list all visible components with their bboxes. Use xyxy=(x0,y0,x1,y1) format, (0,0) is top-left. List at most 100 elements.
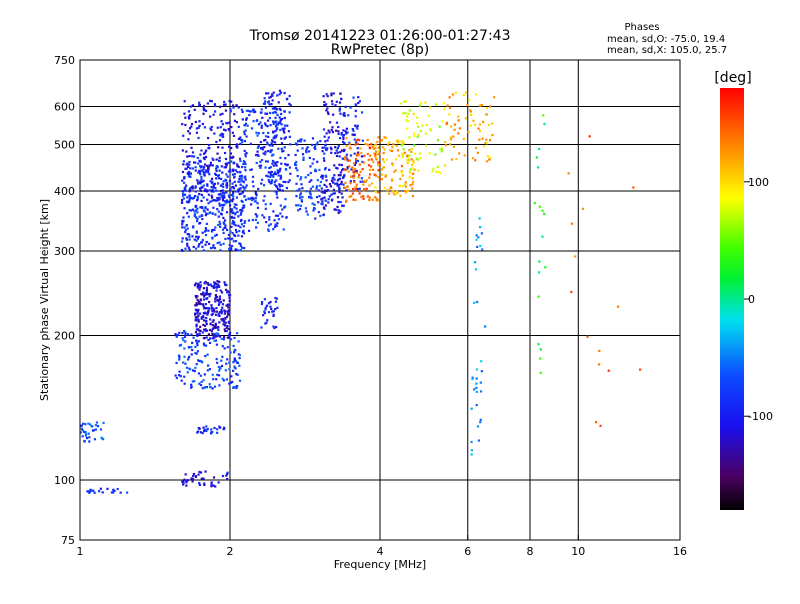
scatter-point xyxy=(482,145,486,148)
scatter-point xyxy=(352,198,355,201)
scatter-point xyxy=(200,149,203,152)
scatter-point xyxy=(283,206,286,209)
scatter-point xyxy=(331,181,335,184)
scatter-point xyxy=(229,108,232,111)
scatter-point xyxy=(488,158,491,161)
scatter-point xyxy=(207,283,210,287)
scatter-point xyxy=(206,164,209,167)
scatter-point xyxy=(333,208,336,211)
scatter-point xyxy=(178,344,181,347)
scatter-point xyxy=(209,292,212,295)
scatter-point xyxy=(214,282,217,285)
scatter-point xyxy=(362,195,365,198)
scatter-point xyxy=(538,260,541,263)
scatter-point xyxy=(213,310,216,313)
scatter-point xyxy=(208,295,211,298)
scatter-point xyxy=(209,318,212,321)
scatter-point xyxy=(302,158,305,162)
scatter-point xyxy=(201,303,205,306)
scatter-point xyxy=(218,302,221,305)
scatter-point xyxy=(193,210,196,213)
scatter-point xyxy=(221,203,224,207)
scatter-point xyxy=(330,193,333,196)
scatter-point xyxy=(210,284,213,288)
scatter-point xyxy=(222,103,226,106)
scatter-point xyxy=(268,180,271,183)
scatter-point xyxy=(231,156,234,160)
scatter-point xyxy=(250,203,253,206)
scatter-point xyxy=(187,355,191,359)
scatter-point xyxy=(394,158,397,161)
scatter-point xyxy=(405,127,409,130)
scatter-point xyxy=(223,166,226,169)
scatter-point xyxy=(319,180,322,184)
scatter-point xyxy=(220,195,223,198)
scatter-point xyxy=(374,153,377,156)
scatter-point xyxy=(457,119,460,122)
scatter-point xyxy=(320,187,323,190)
scatter-point xyxy=(448,113,451,116)
scatter-point xyxy=(376,140,379,144)
scatter-point xyxy=(236,163,239,166)
scatter-point xyxy=(212,198,215,202)
scatter-point xyxy=(411,177,414,180)
scatter-point xyxy=(332,188,336,192)
scatter-point xyxy=(221,209,224,212)
scatter-point xyxy=(175,334,178,337)
scatter-point xyxy=(201,387,204,390)
scatter-point xyxy=(196,303,199,306)
scatter-point xyxy=(274,130,277,133)
scatter-point xyxy=(202,319,206,322)
scatter-point xyxy=(218,321,221,324)
scatter-point xyxy=(632,186,635,189)
scatter-point xyxy=(441,120,444,123)
scatter-point xyxy=(274,125,278,128)
scatter-point xyxy=(216,280,219,283)
scatter-point xyxy=(338,109,341,112)
scatter-point xyxy=(185,238,189,241)
scatter-point xyxy=(208,300,211,304)
scatter-point xyxy=(489,105,492,108)
scatter-point xyxy=(401,184,405,188)
scatter-point xyxy=(435,103,438,106)
scatter-point xyxy=(438,125,441,128)
x-tick-label: 6 xyxy=(464,545,471,558)
scatter-point xyxy=(354,187,357,190)
scatter-point xyxy=(372,147,375,150)
scatter-point xyxy=(487,123,491,127)
scatter-point xyxy=(254,213,257,216)
scatter-point xyxy=(374,155,377,158)
scatter-point xyxy=(204,311,207,314)
scatter-point xyxy=(228,99,231,103)
scatter-point xyxy=(341,204,344,207)
scatter-point xyxy=(224,162,227,165)
scatter-point xyxy=(239,209,243,212)
scatter-point xyxy=(188,163,191,166)
scatter-point xyxy=(362,183,365,186)
scatter-point xyxy=(244,178,247,181)
scatter-point xyxy=(320,198,323,201)
scatter-point xyxy=(219,113,222,116)
scatter-point xyxy=(443,164,447,167)
scatter-point xyxy=(327,201,330,204)
scatter-point xyxy=(342,141,346,145)
scatter-point xyxy=(202,426,205,429)
y-tick-label: 100 xyxy=(54,474,75,487)
scatter-point xyxy=(449,143,452,146)
scatter-point xyxy=(276,214,280,217)
scatter-point xyxy=(269,149,273,152)
scatter-point xyxy=(227,309,231,312)
scatter-point xyxy=(339,210,342,213)
scatter-point xyxy=(310,143,314,147)
scatter-point xyxy=(81,435,84,438)
scatter-point xyxy=(311,202,314,205)
scatter-point xyxy=(473,261,477,264)
scatter-point xyxy=(411,194,414,198)
scatter-point xyxy=(223,347,226,350)
scatter-point xyxy=(183,226,186,229)
scatter-point xyxy=(389,149,392,152)
scatter-point xyxy=(198,482,201,485)
scatter-point xyxy=(226,175,229,178)
scatter-point xyxy=(353,152,356,155)
